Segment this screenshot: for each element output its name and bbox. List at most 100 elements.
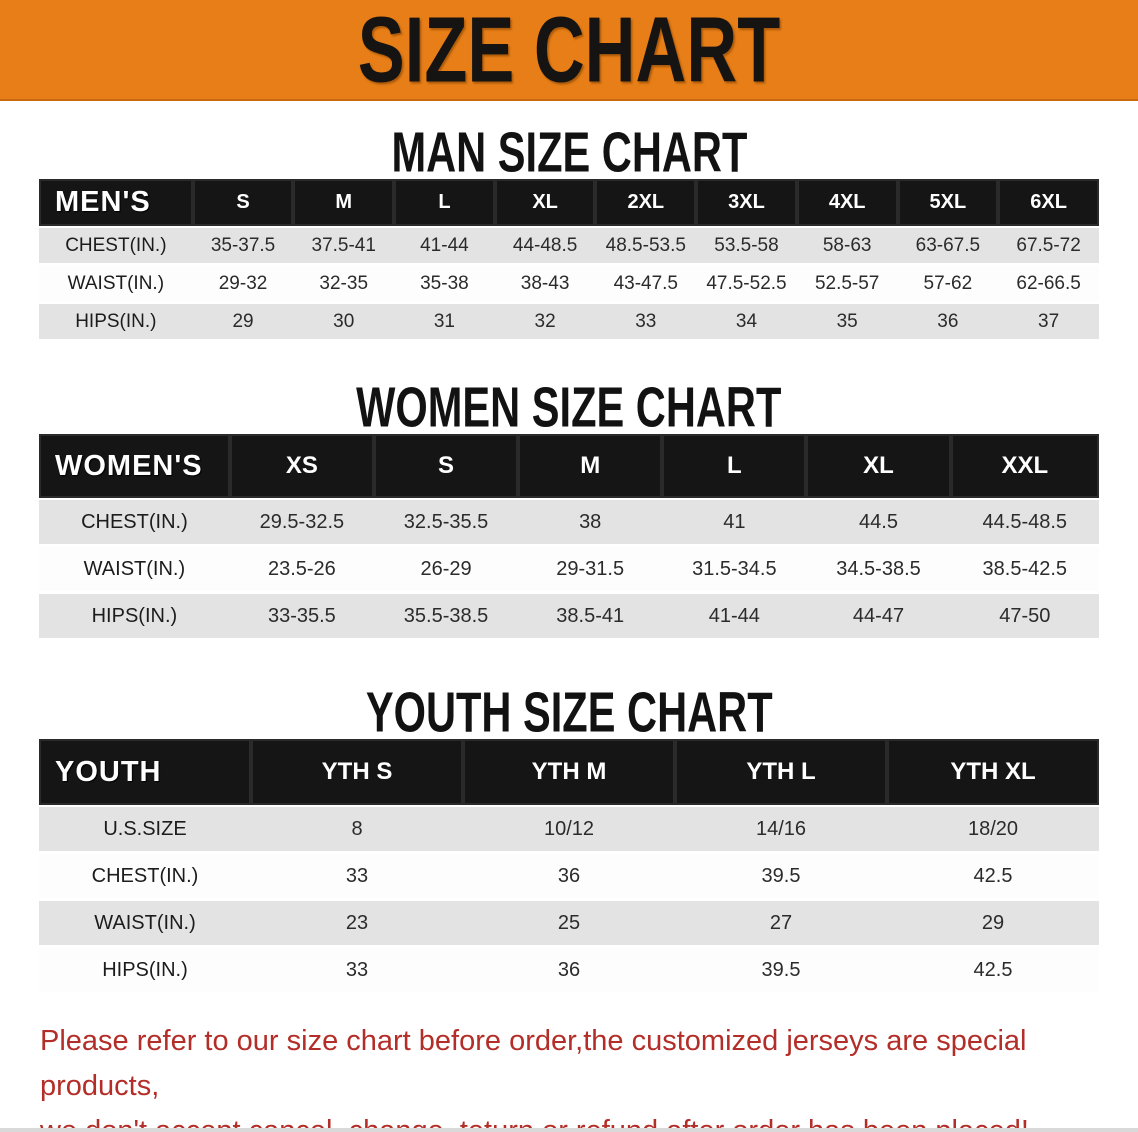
size-value-cell: 35 — [796, 302, 898, 342]
men-size-table: MEN'S S M L XL 2XL 3XL 4XL 5XL 6XL CHEST… — [39, 179, 1099, 342]
size-value-cell: 37.5-41 — [293, 226, 395, 266]
women-header-label: WOMEN'S — [39, 434, 230, 499]
size-value-cell: 67.5-72 — [998, 226, 1099, 266]
size-value-cell: 30 — [293, 302, 395, 342]
size-value-cell: 38-43 — [494, 264, 596, 304]
size-value-cell: 47.5-52.5 — [696, 264, 797, 304]
size-value-cell: 25 — [463, 899, 675, 948]
women-size-table: WOMEN'S XS S M L XL XXL CHEST(IN.) 29.5-… — [39, 434, 1099, 641]
size-value-cell: 33 — [251, 852, 463, 901]
youth-header-label: YOUTH — [39, 739, 251, 806]
column-header: 5XL — [897, 179, 999, 227]
size-value-cell: 33 — [595, 302, 697, 342]
column-header: XS — [229, 434, 374, 499]
size-value-cell: 32 — [494, 302, 596, 342]
size-value-cell: 29-32 — [192, 264, 294, 304]
size-value-cell: 36 — [463, 852, 675, 901]
table-row: WAIST(IN.) 29-32 32-35 35-38 38-43 43-47… — [39, 264, 1099, 304]
size-value-cell: 34 — [696, 302, 797, 342]
youth-header-row: YOUTH YTH S YTH M YTH L YTH XL — [39, 739, 1099, 806]
column-header: L — [662, 434, 807, 499]
size-value-cell: 53.5-58 — [696, 226, 797, 266]
size-value-cell: 43-47.5 — [595, 264, 697, 304]
column-header: YTH XL — [887, 739, 1099, 806]
row-label: HIPS(IN.) — [39, 302, 193, 342]
size-value-cell: 44.5-48.5 — [950, 498, 1099, 547]
table-row: HIPS(IN.) 29 30 31 32 33 34 35 36 37 — [39, 302, 1099, 342]
size-value-cell: 32-35 — [293, 264, 395, 304]
size-value-cell: 18/20 — [887, 805, 1099, 854]
men-header-row: MEN'S S M L XL 2XL 3XL 4XL 5XL 6XL — [39, 179, 1099, 227]
size-value-cell: 35.5-38.5 — [373, 592, 519, 641]
size-value-cell: 41 — [662, 498, 807, 547]
size-value-cell: 41-44 — [394, 226, 495, 266]
size-value-cell: 33-35.5 — [229, 592, 374, 641]
size-value-cell: 39.5 — [675, 946, 887, 995]
size-value-cell: 35-37.5 — [192, 226, 294, 266]
men-section-title: MAN SIZE CHART — [391, 121, 747, 185]
table-row: HIPS(IN.) 33 36 39.5 42.5 — [39, 946, 1099, 995]
size-value-cell: 34.5-38.5 — [806, 545, 951, 594]
youth-size-table: YOUTH YTH S YTH M YTH L YTH XL U.S.SIZE … — [39, 739, 1099, 995]
size-value-cell: 27 — [675, 899, 887, 948]
size-value-cell: 38.5-42.5 — [950, 545, 1099, 594]
row-label: CHEST(IN.) — [39, 498, 230, 547]
size-value-cell: 36 — [897, 302, 999, 342]
size-value-cell: 33 — [251, 946, 463, 995]
row-label: HIPS(IN.) — [39, 946, 251, 995]
row-label: CHEST(IN.) — [39, 226, 193, 266]
size-value-cell: 32.5-35.5 — [373, 498, 519, 547]
size-value-cell: 58-63 — [796, 226, 898, 266]
row-label: HIPS(IN.) — [39, 592, 230, 641]
size-value-cell: 14/16 — [675, 805, 887, 854]
size-value-cell: 8 — [251, 805, 463, 854]
column-header: XL — [806, 434, 951, 499]
table-row: WAIST(IN.) 23 25 27 29 — [39, 899, 1099, 948]
table-row: U.S.SIZE 8 10/12 14/16 18/20 — [39, 805, 1099, 854]
size-value-cell: 23.5-26 — [229, 545, 374, 594]
row-label: CHEST(IN.) — [39, 852, 251, 901]
size-value-cell: 37 — [998, 302, 1099, 342]
table-row: CHEST(IN.) 33 36 39.5 42.5 — [39, 852, 1099, 901]
column-header: YTH M — [463, 739, 675, 806]
table-row: HIPS(IN.) 33-35.5 35.5-38.5 38.5-41 41-4… — [39, 592, 1099, 641]
size-value-cell: 26-29 — [373, 545, 519, 594]
size-value-cell: 38.5-41 — [518, 592, 663, 641]
size-value-cell: 44.5 — [806, 498, 951, 547]
size-value-cell: 39.5 — [675, 852, 887, 901]
size-value-cell: 42.5 — [887, 852, 1099, 901]
size-chart-banner: SIZE CHART — [0, 0, 1138, 101]
size-value-cell: 29 — [192, 302, 294, 342]
table-row: CHEST(IN.) 29.5-32.5 32.5-35.5 38 41 44.… — [39, 498, 1099, 547]
column-header: YTH S — [251, 739, 463, 806]
column-header: XXL — [950, 434, 1099, 499]
size-value-cell: 29-31.5 — [518, 545, 663, 594]
column-header: S — [192, 179, 294, 227]
column-header: 4XL — [796, 179, 898, 227]
size-value-cell: 31 — [394, 302, 495, 342]
size-value-cell: 10/12 — [463, 805, 675, 854]
size-value-cell: 52.5-57 — [796, 264, 898, 304]
row-label: WAIST(IN.) — [39, 264, 193, 304]
size-value-cell: 31.5-34.5 — [662, 545, 807, 594]
column-header: S — [373, 434, 519, 499]
column-header: 3XL — [696, 179, 797, 227]
size-value-cell: 23 — [251, 899, 463, 948]
table-row: CHEST(IN.) 35-37.5 37.5-41 41-44 44-48.5… — [39, 226, 1099, 266]
size-value-cell: 44-47 — [806, 592, 951, 641]
disclaimer-text: Please refer to our size chart before or… — [40, 1019, 1138, 1132]
size-value-cell: 38 — [518, 498, 663, 547]
disclaimer-line-1: Please refer to our size chart before or… — [40, 1025, 1027, 1102]
bottom-edge-strip — [0, 1128, 1138, 1132]
size-value-cell: 35-38 — [394, 264, 495, 304]
men-header-label: MEN'S — [39, 179, 193, 227]
size-value-cell: 47-50 — [950, 592, 1099, 641]
size-value-cell: 29.5-32.5 — [229, 498, 374, 547]
column-header: YTH L — [675, 739, 887, 806]
table-row: WAIST(IN.) 23.5-26 26-29 29-31.5 31.5-34… — [39, 545, 1099, 594]
size-value-cell: 42.5 — [887, 946, 1099, 995]
disclaimer-line-2: we don't accept cancel, change, teturn o… — [40, 1115, 1029, 1132]
row-label: WAIST(IN.) — [39, 899, 251, 948]
size-value-cell: 57-62 — [897, 264, 999, 304]
column-header: M — [293, 179, 395, 227]
